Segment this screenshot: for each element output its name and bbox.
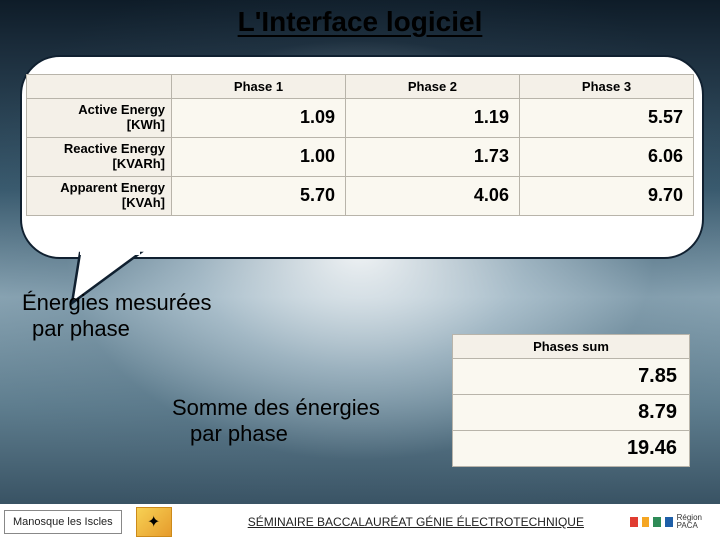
cell-value: 1.09 xyxy=(172,99,346,138)
col-phase3: Phase 3 xyxy=(519,75,693,99)
table-row: Active Energy [KWh] 1.09 1.19 5.57 xyxy=(27,99,694,138)
cell-value: 6.06 xyxy=(519,137,693,176)
cell-value: 9.70 xyxy=(519,176,693,215)
cell-value: 1.19 xyxy=(345,99,519,138)
caption-energies-mesurees: Énergies mesurées par phase xyxy=(22,290,212,342)
sum-value: 8.79 xyxy=(453,395,690,431)
caption-line: par phase xyxy=(32,316,212,342)
caption-somme-energies: Somme des énergies par phase xyxy=(172,395,380,447)
caption-line: Énergies mesurées xyxy=(22,290,212,316)
cell-value: 5.57 xyxy=(519,99,693,138)
footer-region-paca-logo: Région PACA xyxy=(630,508,714,536)
caption-line: Somme des énergies xyxy=(172,395,380,421)
cell-value: 5.70 xyxy=(172,176,346,215)
table-header-row: Phase 1 Phase 2 Phase 3 xyxy=(27,75,694,99)
footer-location: Manosque les Iscles xyxy=(4,510,122,534)
paca-square xyxy=(653,517,661,527)
cell-value: 1.73 xyxy=(345,137,519,176)
phases-sum-table: Phases sum 7.85 8.79 19.46 xyxy=(452,334,690,467)
page-title: L'Interface logiciel xyxy=(0,6,720,38)
row-active-energy: Active Energy [KWh] xyxy=(27,99,172,138)
table-row: Reactive Energy [KVARh] 1.00 1.73 6.06 xyxy=(27,137,694,176)
cell-value: 4.06 xyxy=(345,176,519,215)
sum-header: Phases sum xyxy=(453,335,690,359)
paca-square xyxy=(642,517,650,527)
paca-square xyxy=(630,517,638,527)
footer-logo-icon: ✦ xyxy=(136,507,172,537)
table-row: Apparent Energy [KVAh] 5.70 4.06 9.70 xyxy=(27,176,694,215)
footer-seminar-title: SÉMINAIRE BACCALAURÉAT GÉNIE ÉLECTROTECH… xyxy=(202,515,630,529)
cell-value: 1.00 xyxy=(172,137,346,176)
sum-value: 7.85 xyxy=(453,359,690,395)
paca-square xyxy=(665,517,673,527)
col-phase2: Phase 2 xyxy=(345,75,519,99)
slide-stage: L'Interface logiciel ⁄ Phase 1 Phase 2 P… xyxy=(0,0,720,540)
paca-label: Région PACA xyxy=(677,514,714,530)
phases-energy-table: Phase 1 Phase 2 Phase 3 Active Energy [K… xyxy=(26,74,694,216)
caption-line: par phase xyxy=(190,421,380,447)
row-apparent-energy: Apparent Energy [KVAh] xyxy=(27,176,172,215)
footer-bar: Manosque les Iscles ✦ SÉMINAIRE BACCALAU… xyxy=(0,504,720,540)
row-reactive-energy: Reactive Energy [KVARh] xyxy=(27,137,172,176)
col-phase1: Phase 1 xyxy=(172,75,346,99)
header-blank xyxy=(27,75,172,99)
sum-value: 19.46 xyxy=(453,431,690,467)
